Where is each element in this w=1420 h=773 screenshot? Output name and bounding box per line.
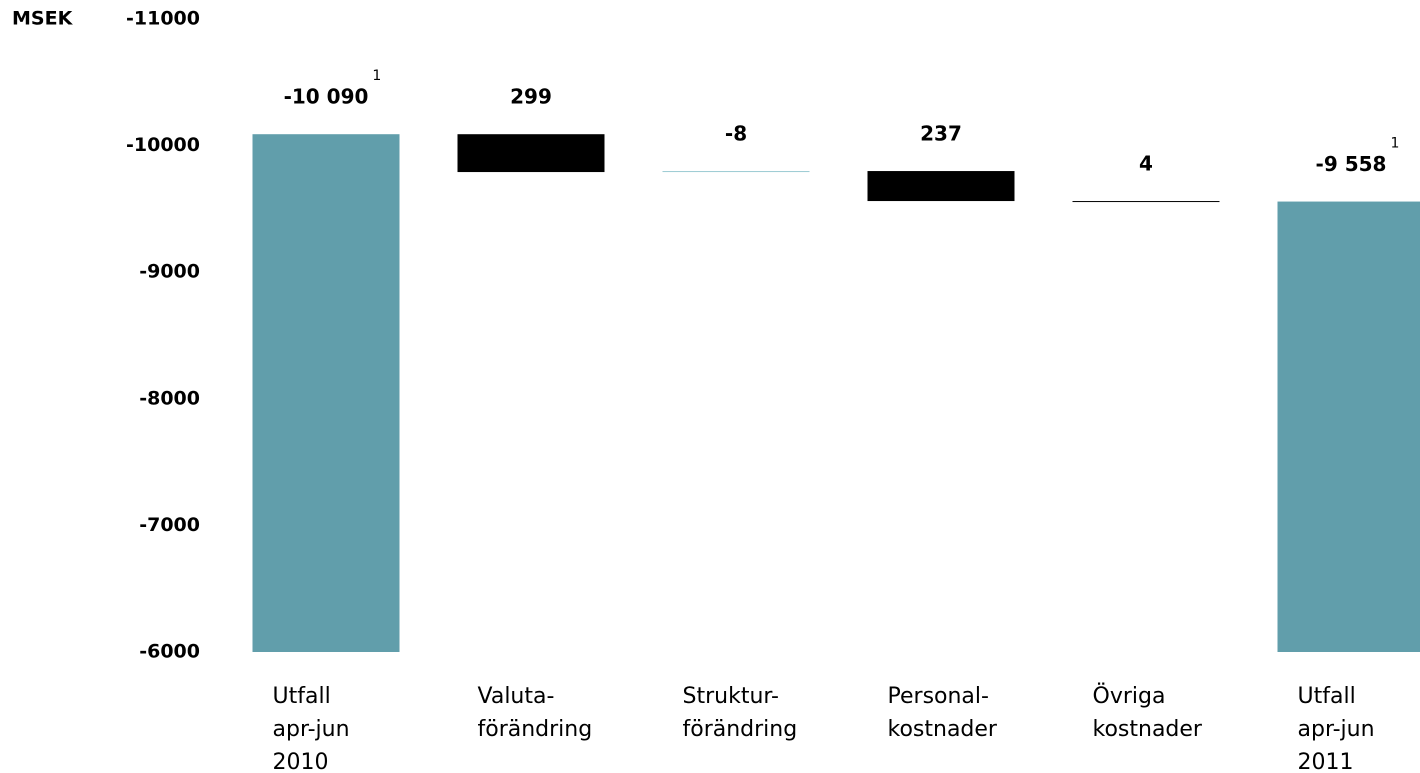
y-tick-label: -10000 [126, 134, 200, 156]
x-tick-label-line: kostnader [888, 717, 998, 742]
y-tick-label: -11000 [126, 8, 200, 30]
bar [457, 134, 605, 173]
x-tick-label-line: Personal- [888, 684, 989, 709]
y-axis-label: MSEK [12, 8, 74, 30]
footnote-mark: 1 [372, 68, 381, 84]
value-label: -9 558 [1316, 152, 1387, 176]
x-tick-label-line: Övriga [1093, 683, 1166, 709]
x-tick-label-line: Struktur- [683, 684, 779, 709]
x-tick-label-line: kostnader [1093, 717, 1203, 742]
value-label: 4 [1139, 152, 1153, 176]
bar [662, 171, 810, 173]
x-tick-label: Utfall apr-jun 2010 [273, 684, 350, 773]
y-tick-label: -8000 [139, 387, 200, 409]
y-tick-label: -9000 [139, 261, 200, 283]
x-tick-label-line: Valuta- [478, 684, 555, 709]
bar [867, 171, 1015, 202]
x-tick-label-line: apr-jun [273, 717, 350, 742]
x-tick-label-line: 2011 [1298, 750, 1354, 773]
bar [252, 134, 400, 652]
x-tick-label-line: förändring [683, 717, 798, 742]
value-label: 299 [510, 85, 552, 109]
x-tick-label-line: Utfall [1298, 684, 1356, 709]
bar [1277, 201, 1420, 653]
x-tick-label: Struktur-förändring [683, 684, 798, 742]
x-tick-label-line: förändring [478, 717, 593, 742]
value-label: 237 [920, 122, 962, 146]
value-label: -10 090 [284, 85, 369, 109]
x-tick-label-line: apr-jun [1298, 717, 1375, 742]
x-tick-label: Personal-kostnader [888, 684, 998, 742]
x-tick-label: Utfall apr-jun 2011 [1298, 684, 1375, 773]
y-tick-label: -7000 [139, 514, 200, 536]
x-tick-label-line: 2010 [273, 750, 329, 773]
bar [1072, 201, 1220, 203]
y-tick-label: -6000 [139, 641, 200, 663]
value-label: -8 [725, 122, 747, 146]
x-tick-label-line: Utfall [273, 684, 331, 709]
x-tick-label: Övriga kostnader [1093, 683, 1203, 742]
x-tick-label: Valuta-förändring [478, 684, 593, 742]
footnote-mark: 1 [1390, 136, 1399, 152]
